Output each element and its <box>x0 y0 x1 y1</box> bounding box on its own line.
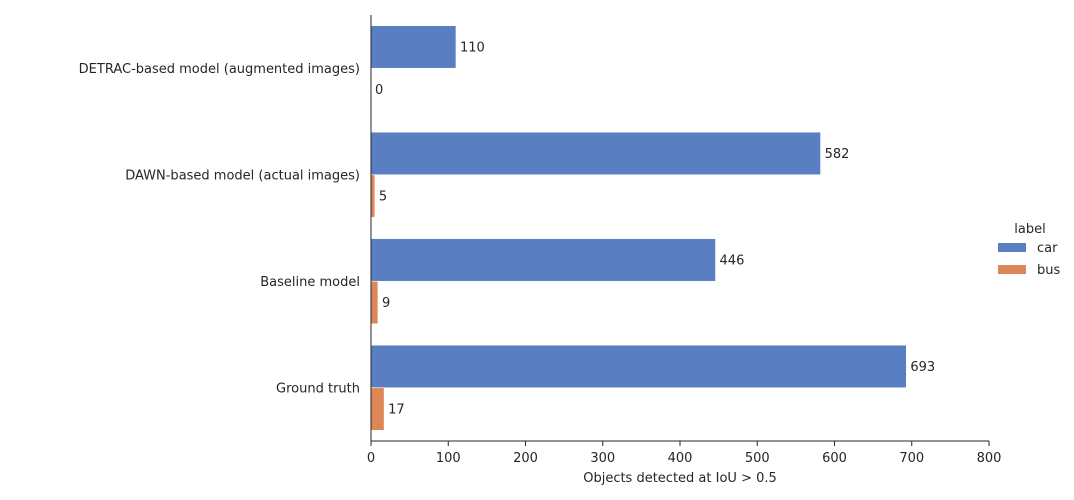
data-label: 9 <box>382 296 390 311</box>
category-labels: DETRAC-based model (augmented images) DAW… <box>79 62 360 397</box>
x-tick-label: 200 <box>513 451 538 466</box>
data-label: 17 <box>388 403 405 418</box>
x-tick-label: 600 <box>822 451 847 466</box>
legend-label-bus: bus <box>1037 263 1060 278</box>
legend-title: label <box>1014 222 1045 237</box>
legend-swatch-bus <box>998 265 1026 274</box>
x-tick-label: 100 <box>436 451 461 466</box>
x-tick-label: 700 <box>899 451 924 466</box>
bar-car <box>370 131 821 176</box>
data-label: 5 <box>379 190 387 205</box>
data-label: 693 <box>910 360 935 375</box>
bar-bus <box>370 387 385 431</box>
data-label: 582 <box>825 147 850 162</box>
bar-car <box>370 25 457 69</box>
category-label: Baseline model <box>260 275 360 290</box>
data-label: 110 <box>460 40 485 55</box>
x-tick-label: 0 <box>367 451 375 466</box>
category-label: DAWN-based model (actual images) <box>125 168 360 183</box>
legend: label car bus <box>998 222 1060 278</box>
bar-bus <box>370 280 379 325</box>
bars <box>370 25 907 431</box>
bar-car <box>370 238 716 282</box>
category-label: DETRAC-based model (augmented images) <box>79 62 360 77</box>
x-axis-ticks: 0 100 200 300 400 500 600 700 800 <box>367 441 1002 466</box>
x-tick-label: 400 <box>668 451 693 466</box>
x-tick-label: 300 <box>590 451 615 466</box>
x-tick-label: 800 <box>977 451 1002 466</box>
category-label: Ground truth <box>276 381 360 396</box>
x-tick-label: 500 <box>745 451 770 466</box>
data-label: 446 <box>720 253 745 268</box>
legend-label-car: car <box>1037 241 1058 256</box>
bar-car <box>370 344 907 389</box>
bar-bus <box>370 174 376 218</box>
x-axis-title: Objects detected at IoU > 0.5 <box>583 471 777 486</box>
legend-swatch-car <box>998 243 1026 252</box>
value-labels: 110 0 582 5 446 9 693 17 <box>375 40 935 417</box>
data-label: 0 <box>375 83 383 98</box>
